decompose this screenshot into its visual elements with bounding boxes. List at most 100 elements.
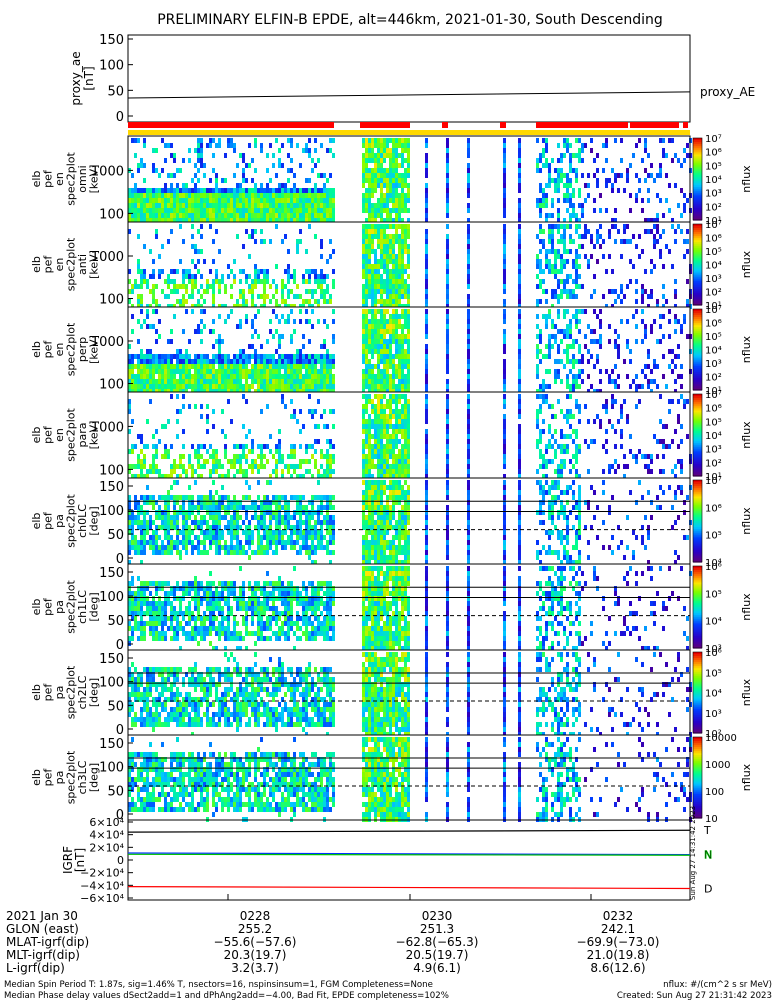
spectrogram-cell [215, 520, 218, 525]
spectrogram-cell [446, 329, 449, 334]
spectrogram-cell [200, 500, 203, 505]
spectrogram-cell [536, 299, 539, 304]
spectrogram-cell [275, 349, 278, 354]
spectrogram-cell [206, 530, 209, 535]
spectrogram-cell [182, 369, 185, 374]
spectrogram-cell [179, 168, 182, 173]
spectrogram-cell [518, 409, 521, 414]
spectrogram-cell [572, 339, 575, 344]
spectrogram-cell [626, 339, 629, 344]
spectrogram-cell [257, 269, 260, 274]
spectrogram-cell [284, 384, 287, 389]
spectrogram-cell [161, 369, 164, 374]
spectrogram-cell [446, 249, 449, 254]
spectrogram-cell [317, 158, 320, 163]
spectrogram-cell [380, 439, 383, 444]
spectrogram-cell [326, 364, 329, 369]
spectrogram-cell [518, 359, 521, 364]
spectrogram-cell [548, 354, 551, 359]
spectrogram-cell [146, 284, 149, 289]
spectrogram-cell [281, 359, 284, 364]
spectrogram-cell [254, 239, 257, 244]
spectrogram-cell [206, 143, 209, 148]
spectrogram-cell [137, 520, 140, 525]
spectrogram-cell [554, 334, 557, 339]
spectrogram-cell [575, 459, 578, 464]
spectrogram-cell [191, 218, 194, 223]
spectrogram-cell [158, 269, 161, 274]
spectrogram-cell [404, 434, 407, 439]
spectrogram-cell [314, 439, 317, 444]
spectrogram-cell [368, 379, 371, 384]
spectrogram-cell [548, 213, 551, 218]
spectrogram-cell [575, 324, 578, 329]
spectrogram-cell [146, 530, 149, 535]
spectrogram-cell [239, 464, 242, 469]
spectrogram-cell [659, 254, 662, 259]
spectrogram-cell [146, 314, 149, 319]
spectrogram-cell [371, 274, 374, 279]
colorbar-segment [693, 242, 702, 245]
colorbar-segment [693, 335, 702, 338]
spectrogram-cell [365, 259, 368, 264]
spectrogram-cell [374, 274, 377, 279]
spectrogram-cell [599, 234, 602, 239]
spectrogram-cell [293, 279, 296, 284]
spectrogram-cell [401, 354, 404, 359]
spectrogram-cell [305, 269, 308, 274]
spectrogram-cell [398, 394, 401, 399]
spectrogram-cell [185, 203, 188, 208]
spectrogram-cell [173, 269, 176, 274]
spectrogram-cell [539, 188, 542, 193]
spectrogram-cell [161, 374, 164, 379]
spectrogram-cell [323, 344, 326, 349]
spectrogram-cell [287, 188, 290, 193]
spectrogram-cell [620, 409, 623, 414]
spectrogram-cell [320, 143, 323, 148]
spectrogram-cell [161, 213, 164, 218]
spectrogram-cell [320, 193, 323, 198]
spectrogram-cell [188, 218, 191, 223]
spectrogram-cell [374, 289, 377, 294]
spectrogram-cell [212, 500, 215, 505]
spectrogram-cell [407, 309, 410, 314]
spectrogram-cell [284, 525, 287, 530]
spectrogram-cell [605, 409, 608, 414]
spectrogram-cell [563, 183, 566, 188]
spectrogram-cell [326, 188, 329, 193]
spectrogram-cell [302, 354, 305, 359]
spectrogram-cell [164, 218, 167, 223]
spectrogram-cell [395, 239, 398, 244]
spectrogram-cell [170, 550, 173, 555]
spectrogram-cell [407, 153, 410, 158]
spectrogram-cell [596, 239, 599, 244]
spectrogram-cell [269, 369, 272, 374]
spectrogram-cell [224, 354, 227, 359]
spectrogram-cell [380, 434, 383, 439]
spectrogram-cell [545, 344, 548, 349]
spectrogram-cell [245, 203, 248, 208]
spectrogram-cell [554, 429, 557, 434]
spectrogram-cell [218, 213, 221, 218]
spectrogram-cell [263, 188, 266, 193]
spectrogram-cell [392, 394, 395, 399]
spectrogram-cell [395, 404, 398, 409]
spectrogram-cell [611, 394, 614, 399]
spectrogram-cell [134, 208, 137, 213]
spectrogram-cell [230, 459, 233, 464]
spectrogram-cell [179, 510, 182, 515]
spectrogram-cell [314, 234, 317, 239]
spectrogram-cell [137, 354, 140, 359]
spectrogram-cell [629, 208, 632, 213]
spectrogram-cell [206, 429, 209, 434]
spectrogram-cell [677, 444, 680, 449]
spectrogram-cell [275, 203, 278, 208]
spectrogram-cell [569, 168, 572, 173]
spectrogram-cell [176, 203, 179, 208]
spectrogram-cell [227, 374, 230, 379]
spectrogram-cell [212, 193, 215, 198]
spectrogram-cell [242, 269, 245, 274]
spectrogram-cell [425, 309, 428, 314]
colorbar-segment [693, 311, 702, 314]
spectrogram-cell [158, 525, 161, 530]
